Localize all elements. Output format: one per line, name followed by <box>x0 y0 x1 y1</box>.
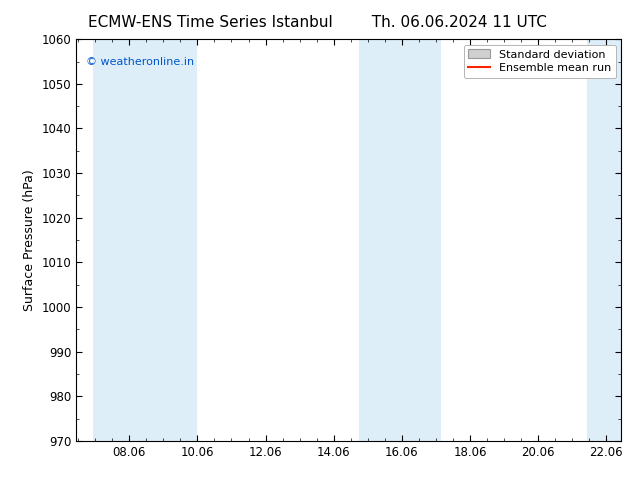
Bar <box>587 39 621 441</box>
Text: © weatheronline.in: © weatheronline.in <box>86 57 195 67</box>
Bar <box>93 39 197 441</box>
Legend: Standard deviation, Ensemble mean run: Standard deviation, Ensemble mean run <box>463 45 616 78</box>
Y-axis label: Surface Pressure (hPa): Surface Pressure (hPa) <box>23 169 36 311</box>
Text: ECMW-ENS Time Series Istanbul        Th. 06.06.2024 11 UTC: ECMW-ENS Time Series Istanbul Th. 06.06.… <box>87 15 547 30</box>
Bar <box>359 39 441 441</box>
